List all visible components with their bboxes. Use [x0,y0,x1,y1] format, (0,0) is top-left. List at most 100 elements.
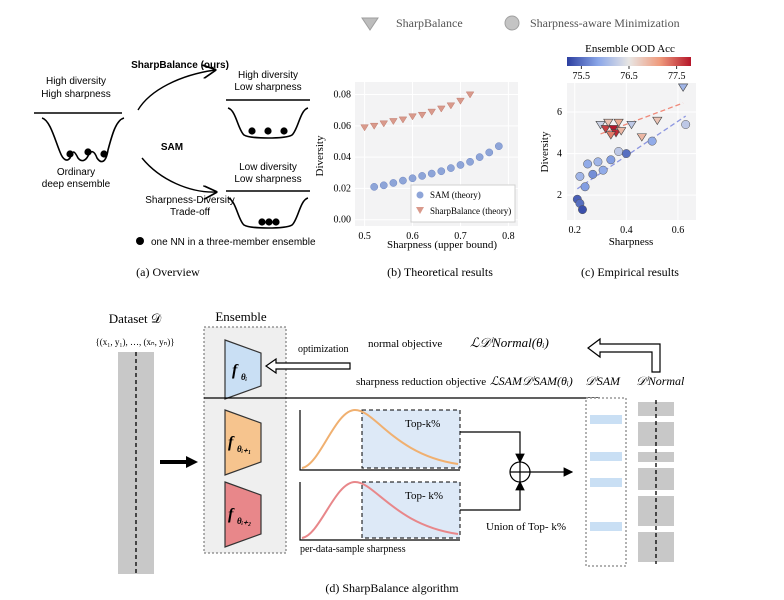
tick-y-label: 2 [557,190,562,201]
colorbar-tick-label: 77.5 [668,71,686,82]
sam-objective-label: sharpness reduction objective [356,376,486,388]
caption-b: (b) Theoretical results [387,265,493,279]
label-sharpbalance-ours: SharpBalance (ours) [131,60,229,71]
tick-x-label: 0.5 [358,231,371,242]
model-i1-f: f [228,434,235,451]
sharpbalance-theory-point [465,91,475,99]
label-tradeoff-1: Sharpness-Diversity [145,195,234,206]
flat-wide-loss-curve [227,107,309,139]
sharpbalance-empirical-point [677,83,689,92]
colorbar-tick-label: 75.5 [573,71,591,82]
flat-narrow-loss-curve [227,197,309,229]
circle-marker-icon [504,15,520,31]
label-high-diversity: High diversity [46,76,106,87]
legend-sam: Sharpness-aware Minimization [530,16,680,30]
label-hd: High diversity [238,70,298,81]
label-sam: SAM [161,142,183,153]
caption-c: (c) Empirical results [581,265,679,279]
d-sam-sample [590,415,622,424]
sharpbalance-empirical-point [605,131,617,140]
tick-y-label: 0.04 [334,152,352,163]
model-i2-f: f [228,506,235,523]
legend-b-circle-icon [416,191,424,199]
ylabel-c: Diversity [539,131,551,172]
model-i2-trapezoid [224,481,262,548]
model-i2-subscript: θᵢ₊₂ [237,516,251,526]
model-i-trapezoid [224,339,262,400]
tick-x-label: 0.7 [454,231,467,242]
panel-algorithm: Dataset 𝒟 {(x₁, y₁), …, (xₙ, yₙ)} Ensemb… [95,309,685,595]
grid-c [567,83,696,220]
d-normal-label: 𝒟ⁱNormal [636,374,685,388]
nn-legend-dot-icon [136,237,144,245]
topk-label-1: Top-k% [405,418,440,430]
sam-theory-point [399,176,407,185]
colorbar-tick-label: 76.5 [620,71,638,82]
label-tradeoff-2: Trade-off [170,207,210,218]
sharpbalance-empirical-point [626,120,637,130]
topk-label-2: Top- k% [405,490,443,502]
sharpbalance-empirical-point [595,120,606,130]
sam-theory-point [494,142,503,151]
xlabel-b: Sharpness (upper bound) [387,239,497,251]
sam-theory-point [447,164,455,172]
sam-empirical-point [575,171,585,181]
nn-dot [84,148,92,156]
sam-theory-point [485,148,494,157]
label-ordinary: Ordinary [57,167,95,178]
nn-dot [100,150,108,158]
panel-theoretical: 0.5 0.6 0.7 0.8 0.00 0.02 0.04 0.06 0.08 Sharpne… [314,82,518,279]
sam-empirical-point [593,157,603,167]
tick-y-label: 0.00 [334,215,352,226]
trend-line-sam [576,115,687,190]
sam-empirical-point [614,147,624,156]
label-deep-ensemble: deep ensemble [42,179,111,190]
sam-empirical-point [588,169,598,179]
tick-y-label: 6 [557,107,562,118]
ticks-c: 0.2 0.4 0.6 2 4 6 [557,107,684,236]
sharpbalance-theory-point [437,105,446,113]
label-dot-note: one NN in a three-member ensemble [151,237,316,248]
sam-objective-math: ℒSAM𝒟ⁱSAM(θᵢ) [490,374,573,388]
nn-dot [264,127,272,135]
topk1-to-union-arrow [460,431,525,464]
optimization-label: optimization [298,344,349,355]
topk-region-1 [361,409,461,469]
sharp-loss-curve [41,117,125,163]
normal-objective-label: normal objective [368,338,442,350]
plot-background-c [567,83,696,220]
sharpbalance-empirical-point [636,133,647,142]
sam-theory-point [370,183,379,191]
d-normal-strip [638,400,674,564]
sam-empirical-point [598,165,608,175]
ticks-b: 0.5 0.6 0.7 0.8 0.00 0.02 0.04 0.06 0.08 [334,90,515,242]
tick-x-label: 0.2 [568,225,581,236]
sam-empirical-point [647,136,657,146]
legend-b-sam: SAM (theory) [430,190,481,200]
nn-dot [272,218,280,226]
sharpbalance-theory-point [360,124,369,132]
sharpbalance-theory-point [446,102,456,110]
d-sam-label: 𝒟ⁱSAM [585,374,621,388]
sharpbalance-empirical-point [608,125,619,134]
sam-theory-point [466,157,474,166]
sam-theory-point [456,161,465,169]
triangle-marker-icon [361,17,379,31]
sharpbalance-empirical-point [616,127,627,136]
sharpbalance-theory-point [417,111,427,119]
sharpbalance-empirical-point [603,118,614,128]
tick-x-label: 0.6 [672,225,685,236]
sam-theory-point [379,181,388,190]
label-ld-low-sharp: Low sharpness [234,174,301,185]
sam-theory-point [427,169,436,178]
sharpbalance-theory-point [408,113,417,121]
d-sam-sample [590,522,622,531]
normal-return-arrow [587,337,661,373]
topk2-to-union-arrow [460,480,525,511]
trend-lines-c [576,102,687,190]
colorbar [567,57,691,66]
sam-empirical-point [606,155,616,165]
model-i1-trapezoid [224,409,262,476]
sharpbalance-empirical-point [600,125,611,134]
topk-region-2 [361,481,461,539]
